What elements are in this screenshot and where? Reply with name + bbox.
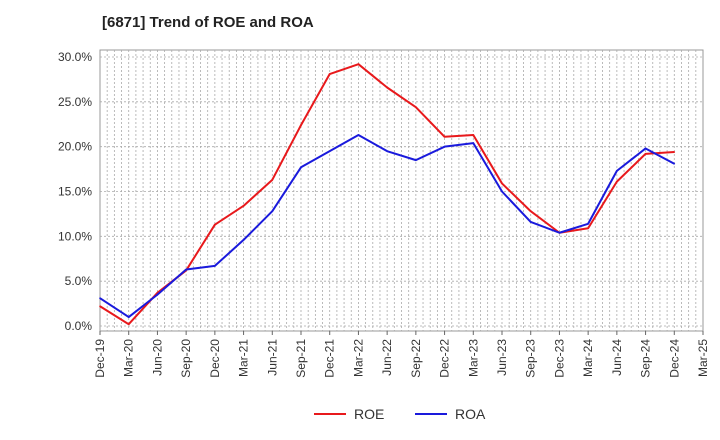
data-point-roe — [127, 323, 130, 326]
data-point-roa — [328, 150, 331, 152]
data-point-roe — [673, 151, 676, 153]
data-point-roe — [357, 63, 360, 65]
data-point-roe — [415, 106, 417, 109]
data-point-roa — [415, 159, 417, 161]
data-point-roa — [529, 221, 532, 223]
data-point-roa — [472, 142, 475, 144]
x-tick-label: Jun-23 — [495, 339, 509, 376]
legend-label-roe: ROE — [354, 406, 384, 422]
chart-title: [6871] Trend of ROE and ROA — [102, 14, 314, 31]
data-point-roe — [386, 86, 388, 89]
data-point-roa — [644, 147, 647, 150]
data-point-roe — [242, 205, 245, 207]
y-tick-label: 10.0% — [58, 229, 92, 243]
data-point-roa — [242, 239, 245, 241]
data-point-roe — [529, 210, 532, 213]
data-point-roa — [127, 316, 130, 318]
data-point-roa — [214, 265, 216, 267]
x-tick-label: Jun-22 — [380, 339, 394, 376]
x-tick-label: Mar-21 — [237, 339, 251, 377]
y-tick-label: 30.0% — [58, 50, 92, 64]
x-tick-label: Sep-20 — [179, 339, 193, 378]
x-tick-label: Dec-24 — [667, 339, 681, 378]
y-tick-label: 5.0% — [65, 274, 93, 288]
x-tick-label: Jun-21 — [265, 339, 279, 376]
x-tick-label: Sep-23 — [524, 339, 538, 378]
data-point-roa — [386, 150, 388, 152]
x-tick-label: Mar-24 — [581, 339, 595, 377]
data-point-roa — [616, 170, 618, 172]
x-tick-label: Dec-22 — [438, 339, 452, 378]
legend-label-roa: ROA — [455, 406, 486, 422]
y-tick-label: 20.0% — [58, 140, 92, 154]
data-point-roe — [300, 124, 302, 126]
data-point-roe — [99, 305, 101, 308]
x-tick-label: Sep-21 — [294, 339, 308, 378]
y-tick-label: 0.0% — [65, 319, 93, 333]
data-point-roa — [587, 222, 589, 225]
data-point-roe — [644, 153, 647, 155]
x-tick-label: Mar-25 — [696, 339, 710, 377]
data-point-roe — [587, 227, 589, 230]
data-point-roe — [501, 182, 503, 185]
data-point-roe — [443, 136, 446, 138]
x-tick-label: Dec-23 — [552, 339, 566, 378]
x-tick-label: Dec-19 — [93, 339, 107, 378]
x-tick-label: Sep-24 — [639, 339, 653, 378]
data-point-roa — [558, 231, 561, 234]
x-tick-label: Dec-20 — [208, 339, 222, 378]
data-point-roa — [443, 145, 446, 148]
x-tick-label: Jun-20 — [150, 339, 164, 376]
data-point-roe — [616, 180, 618, 183]
x-tick-label: Jun-24 — [610, 339, 624, 376]
data-point-roa — [501, 190, 503, 193]
data-point-roa — [673, 162, 676, 165]
x-tick-label: Dec-21 — [323, 339, 337, 378]
y-tick-label: 15.0% — [58, 185, 92, 199]
data-point-roa — [185, 268, 187, 271]
data-point-roa — [271, 210, 274, 213]
x-tick-label: Mar-22 — [351, 339, 365, 377]
data-point-roa — [99, 297, 101, 300]
x-tick-label: Mar-23 — [466, 339, 480, 377]
data-point-roa — [357, 134, 360, 136]
y-tick-label: 25.0% — [58, 95, 92, 109]
x-tick-label: Mar-20 — [122, 339, 136, 377]
data-point-roe — [271, 179, 274, 181]
data-point-roa — [300, 166, 302, 169]
x-tick-label: Sep-22 — [409, 339, 423, 378]
data-point-roe — [214, 223, 216, 226]
data-point-roe — [472, 134, 475, 136]
data-point-roa — [156, 293, 159, 296]
data-point-roe — [328, 73, 331, 75]
